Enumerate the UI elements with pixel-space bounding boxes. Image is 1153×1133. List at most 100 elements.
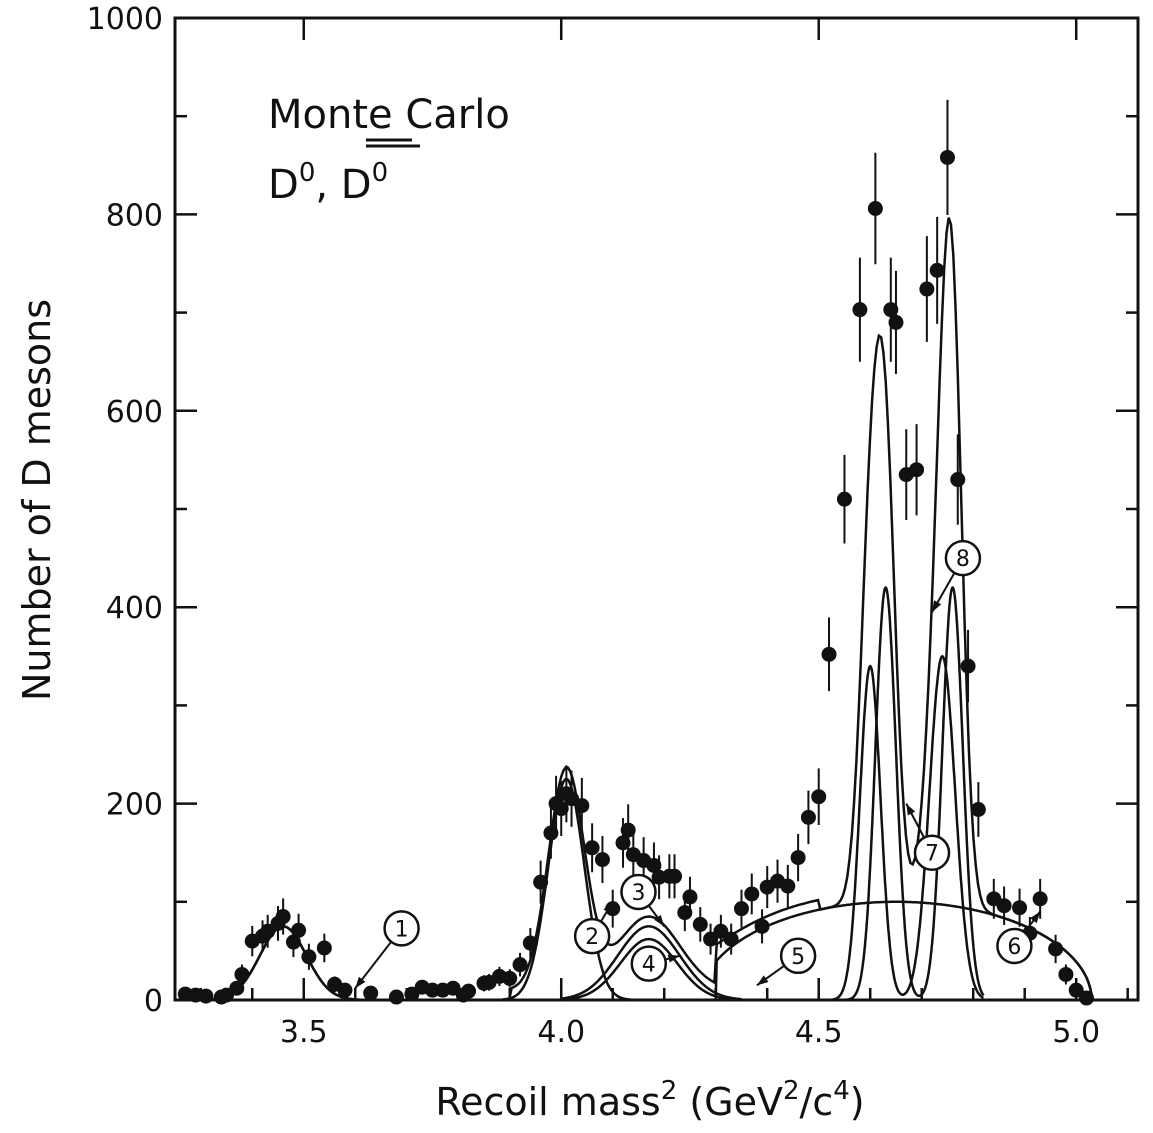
- annotation-particles: D0, D0: [268, 158, 388, 208]
- data-point: [744, 886, 760, 902]
- data-point: [970, 801, 986, 817]
- data-point: [733, 901, 749, 917]
- data-point: [888, 314, 904, 330]
- component-3-curve: [560, 925, 742, 1001]
- data-point: [553, 801, 569, 817]
- data-point: [198, 988, 214, 1004]
- data-point: [883, 302, 899, 318]
- data-point: [234, 966, 250, 982]
- data-point: [780, 878, 796, 894]
- data-point: [594, 852, 610, 868]
- component-label-8: 8: [956, 547, 970, 572]
- data-point: [388, 989, 404, 1005]
- component-2-curve: [499, 777, 639, 1002]
- data-point: [461, 983, 477, 999]
- y-axis-label: Number of D mesons: [15, 299, 59, 701]
- component-6-curve: [714, 900, 1102, 1002]
- label-arrowhead: [667, 954, 680, 963]
- label-arrowhead: [603, 901, 613, 914]
- y-axis: 0 200 400 600 800 1000: [87, 2, 1138, 1019]
- data-point: [615, 835, 631, 851]
- component-label-4: 4: [642, 953, 656, 978]
- data-point: [229, 980, 245, 996]
- data-point: [1079, 990, 1095, 1006]
- data-point: [996, 898, 1012, 914]
- data-point: [543, 825, 559, 841]
- data-point: [790, 850, 806, 866]
- data-point: [821, 646, 837, 662]
- data-point: [852, 302, 868, 318]
- x-axis-label: Recoil mass2 (GeV2/c4): [435, 1076, 864, 1124]
- x-tick-label: 5.0: [1052, 1015, 1100, 1050]
- data-point: [723, 931, 739, 947]
- label-arrowhead: [906, 803, 916, 816]
- data-point: [620, 822, 636, 838]
- label-arrowhead: [654, 914, 665, 927]
- component-7-curve: [818, 654, 985, 1002]
- component-8-curve: [844, 586, 985, 1002]
- data-point: [811, 789, 827, 805]
- data-point: [692, 916, 708, 932]
- y-tick-label: 600: [106, 395, 163, 430]
- label-circle: [913, 834, 951, 871]
- data-points: [177, 99, 1095, 1006]
- data-point: [867, 201, 883, 217]
- data-point: [275, 909, 291, 925]
- data-point: [285, 934, 301, 950]
- component-label-1: 1: [395, 917, 409, 942]
- fit-curves: [200, 217, 1102, 1002]
- component-label-7: 7: [925, 842, 939, 867]
- x-tick-label: 3.5: [280, 1015, 328, 1050]
- data-point: [667, 868, 683, 884]
- data-point: [533, 874, 549, 890]
- x-axis: 3.5 4.0 4.5 5.0: [199, 18, 1129, 1050]
- data-point: [939, 149, 955, 165]
- label-arrowhead: [932, 600, 942, 613]
- x-tick-label: 4.5: [795, 1015, 843, 1050]
- data-point: [754, 918, 770, 934]
- label-circle: [573, 917, 611, 955]
- data-point: [424, 982, 440, 998]
- component-labels: 1 2 3 4 5 6 7 8: [354, 539, 1041, 989]
- data-point: [919, 281, 935, 297]
- data-point: [574, 798, 590, 814]
- data-point: [703, 931, 719, 947]
- data-point: [682, 889, 698, 905]
- component-label-2: 2: [585, 925, 599, 950]
- data-point: [909, 462, 925, 478]
- data-point: [713, 923, 729, 939]
- data-point: [836, 491, 852, 507]
- x-tick-label: 4.0: [537, 1015, 585, 1050]
- data-point: [363, 985, 379, 1001]
- data-point: [1058, 966, 1074, 982]
- label-arrowhead: [355, 976, 366, 989]
- data-point: [677, 905, 693, 921]
- label-arrowhead: [1030, 911, 1041, 924]
- label-circle: [779, 937, 817, 975]
- data-point: [929, 262, 945, 278]
- data-point: [584, 840, 600, 856]
- data-point: [800, 809, 816, 825]
- y-tick-label: 1000: [87, 2, 163, 37]
- data-point: [291, 922, 307, 938]
- y-tick-label: 800: [106, 198, 163, 233]
- component-label-5: 5: [791, 945, 805, 970]
- label-circle: [944, 539, 982, 577]
- label-circle: [620, 873, 657, 911]
- data-point: [502, 970, 518, 986]
- label-circle: [383, 910, 420, 947]
- component-label-6: 6: [1007, 935, 1021, 960]
- data-point: [512, 957, 528, 973]
- data-point: [646, 857, 662, 873]
- y-tick-label: 400: [106, 591, 163, 626]
- y-tick-label: 0: [144, 984, 163, 1019]
- data-point: [522, 935, 538, 951]
- data-point: [950, 472, 966, 488]
- data-point: [301, 949, 317, 965]
- data-point: [960, 658, 976, 674]
- data-point: [1012, 900, 1028, 916]
- label-circle: [996, 927, 1033, 965]
- label-circle: [630, 945, 668, 982]
- y-tick-label: 200: [106, 788, 163, 823]
